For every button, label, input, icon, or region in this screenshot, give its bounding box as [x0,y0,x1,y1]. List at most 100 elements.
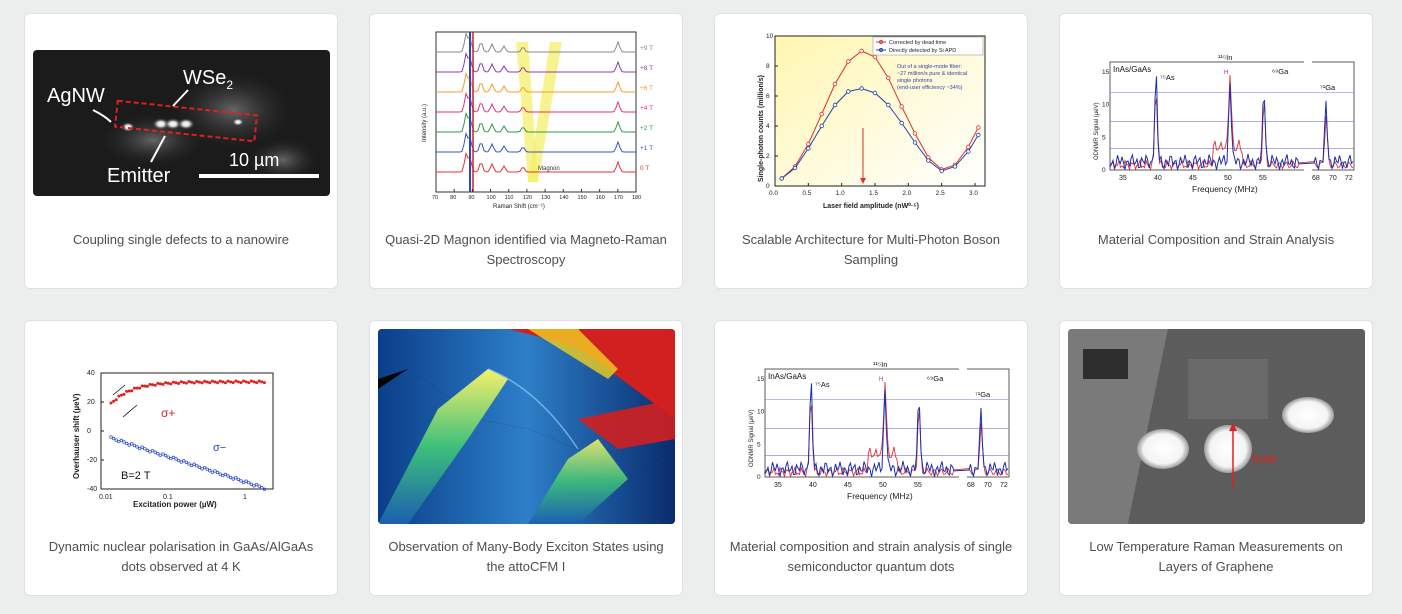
card-image[interactable]: hole [1068,329,1365,524]
x-tick-label: 45 [1189,175,1197,182]
gallery-card-3[interactable]: 0.0 0.5 1.0 1.5 2.0 2.5 3.0 0 2 4 6 8 10 Corrected b… [714,13,1028,289]
emitter-label: Emitter [107,165,171,187]
data-point [859,48,864,54]
y-axis-label: Single-photon counts (million/s) [758,75,765,182]
sigma-minus-point [161,452,165,456]
peak-label: ⁶⁹Ga [927,374,944,383]
data-point [792,165,798,171]
sigma-minus-point [249,482,254,486]
y-tick-label: -40 [87,486,97,493]
x-tick-label: 1 [243,494,247,501]
card-caption[interactable]: Material composition and strain analysis… [729,539,1013,574]
data-point [779,176,784,181]
y-tick-label: 0 [1102,167,1106,174]
card-image[interactable]: 40 20 0 -20 -40 0.01 0.1 1 Excitation power (µW… [33,329,330,524]
x-tick-label: 3.0 [969,190,978,197]
field-label: B=2 T [121,470,151,482]
data-point [899,104,904,109]
sigma-plus-point [148,382,152,386]
gallery-card-4[interactable]: 0 5 10 15 35 40 45 50 55 68 70 72 InAs/GaAs ⁷⁵As ¹¹⁵In… [1059,13,1373,289]
sigma-minus-point [202,465,207,470]
card-caption[interactable]: Scalable Architecture for Multi-Photon B… [742,232,1000,267]
card-image[interactable]: 0 5 10 15 35 40 45 50 55 68 70 72 InAs/GaAs ⁷⁵As ¹¹⁵In… [723,329,1020,524]
sigma-minus-point [156,452,160,456]
sigma-minus-point [119,438,124,443]
x-tick-label: 40 [1154,175,1162,182]
x-tick-label: 0.1 [163,494,173,501]
card-caption[interactable]: Material Composition and Strain Analysis [1097,232,1335,247]
data-point [846,59,851,64]
y-axis-label: ODNMR Signal (µeV) [749,410,755,467]
sigma-minus-point [184,460,189,465]
card-image[interactable]: AgNW WSe2 Emitter 10 µm [33,50,330,196]
card-caption[interactable]: Quasi-2D Magnon identified via Magneto-R… [385,232,667,267]
x-tick-label: 80 [450,195,456,201]
gallery-card-8[interactable]: hole Low Temperature Raman Measurements … [1059,320,1373,596]
card-image[interactable]: +9 T +8 T +6 T +4 T +2 T +1 T 0 T 70 80 90 100 110… [378,22,675,217]
sigma-plus-point [260,380,264,384]
card-caption[interactable]: Coupling single defects to a nanowire [72,232,290,247]
sigma-plus-point [216,381,220,385]
peak-label: ⁷¹Ga [975,390,991,399]
sigma-plus-point [127,389,131,393]
field-label: +2 T [640,125,653,132]
sigma-minus-point [262,487,267,491]
sigma-minus-point [213,469,217,473]
data-point [886,102,891,108]
sigma-plus-point [184,381,188,385]
exciton-3d-surface [378,329,675,524]
card-image[interactable] [378,329,675,524]
sigma-minus-point [223,472,228,477]
gallery-card-7[interactable]: 0 5 10 15 35 40 45 50 55 68 70 72 InAs/GaAs ⁷⁵As ¹¹⁵In… [714,320,1028,596]
sigma-minus-point [226,474,230,478]
sigma-minus-point [197,465,202,469]
sigma-minus-point [145,448,150,452]
gallery-card-1[interactable]: AgNW WSe2 Emitter 10 µm Coupling single … [24,13,338,289]
sigma-minus-point [109,435,113,439]
note-line: single photons [897,78,933,84]
sigma-plus-point [192,381,196,385]
y-tick-label: 10 [766,33,774,40]
sigma-minus-point [148,450,152,454]
sigma-minus-point [215,470,220,475]
x-tick-label: 70 [432,195,438,201]
sigma-plus-point [117,394,121,398]
sigma-plus-point [262,381,266,385]
sigma-minus-point [182,459,186,463]
x-tick-label: 55 [914,482,922,489]
sigma-plus-point [109,401,113,405]
sigma-plus-point [208,381,212,385]
data-point [846,89,851,94]
raman-spectra-plot: +9 T +8 T +6 T +4 T +2 T +1 T 0 T 70 80 90 100 110… [378,22,675,217]
scale-label: 10 µm [229,150,279,170]
blue-spectrum [764,383,1009,479]
y-tick-label: 40 [87,370,95,377]
card-image[interactable]: 0.0 0.5 1.0 1.5 2.0 2.5 3.0 0 2 4 6 8 10 Corrected b… [723,22,1020,217]
sigma-minus-point [163,453,168,458]
sigma-minus-point [153,450,157,454]
field-label: 0 T [640,165,649,172]
sigma-plus-point [138,386,142,390]
gallery-card-6[interactable]: Observation of Many-Body Exciton States … [369,320,683,596]
card-image[interactable]: 0 5 10 15 35 40 45 50 55 68 70 72 InAs/GaAs ⁷⁵As ¹¹⁵In… [1068,22,1365,217]
gallery-card-2[interactable]: +9 T +8 T +6 T +4 T +2 T +1 T 0 T 70 80 90 100 110… [369,13,683,289]
sigma-plus-point [114,398,118,402]
sigma-minus-point [140,445,144,449]
legend-blue: Directly detected by Si APD [889,48,956,54]
sigma-plus-point [197,380,201,384]
data-point [872,90,878,96]
sample-label: InAs/GaAs [768,372,806,381]
x-axis-label: Frequency (MHz) [847,491,913,501]
series-line [781,50,979,179]
x-tick-label: 150 [577,195,586,201]
x-tick-label: 35 [774,482,782,489]
sigma-minus-point [200,467,204,471]
x-tick-label: 0.0 [769,190,778,197]
card-caption[interactable]: Dynamic nuclear polarisation in GaAs/AlG… [48,539,314,574]
card-caption[interactable]: Observation of Many-Body Exciton States … [388,539,664,574]
sigma-minus-point [244,479,248,483]
sigma-plus-point [158,382,162,386]
card-caption[interactable]: Low Temperature Raman Measurements on La… [1089,539,1343,574]
note-line: (end-user efficiency ~34%) [897,85,963,91]
gallery-card-5[interactable]: 40 20 0 -20 -40 0.01 0.1 1 Excitation power (µW… [24,320,338,596]
